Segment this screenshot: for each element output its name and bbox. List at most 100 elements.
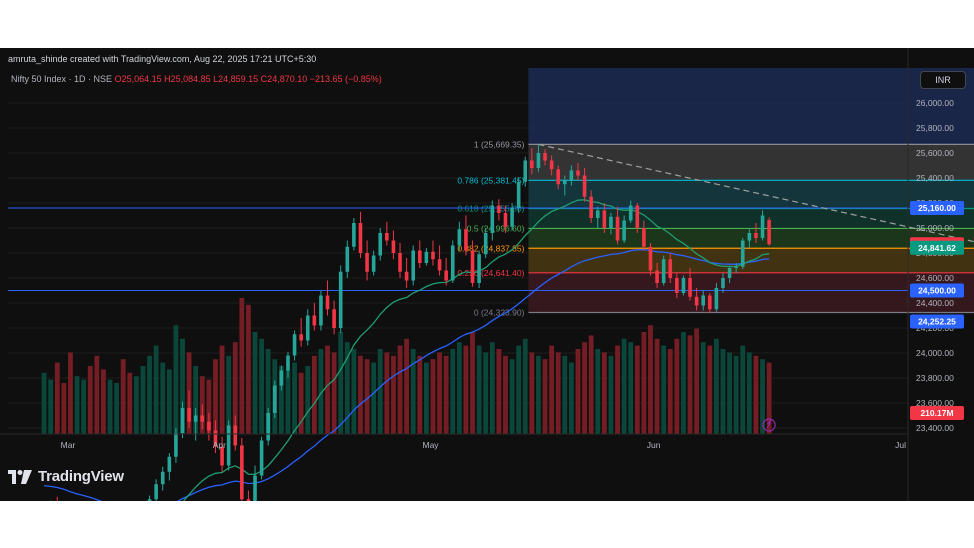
candle[interactable] — [253, 475, 257, 502]
candle[interactable] — [266, 413, 270, 441]
candle[interactable] — [385, 233, 389, 241]
candle[interactable] — [174, 433, 178, 457]
candle[interactable] — [675, 278, 679, 293]
candle[interactable] — [536, 153, 541, 168]
candle[interactable] — [352, 223, 356, 247]
candle[interactable] — [286, 355, 290, 371]
candle[interactable] — [240, 445, 244, 500]
candle[interactable] — [365, 253, 369, 272]
candle[interactable] — [754, 233, 758, 238]
candle[interactable] — [444, 270, 448, 281]
candle[interactable] — [602, 210, 607, 229]
candle[interactable] — [767, 219, 771, 245]
candle[interactable] — [160, 471, 165, 485]
candle[interactable] — [437, 259, 442, 271]
candle[interactable] — [457, 229, 462, 246]
candle[interactable] — [628, 205, 633, 221]
candle[interactable] — [595, 210, 600, 219]
candle[interactable] — [200, 415, 205, 422]
candle[interactable] — [391, 240, 396, 254]
candle[interactable] — [576, 170, 580, 176]
candle[interactable] — [450, 245, 455, 281]
candle[interactable] — [233, 425, 238, 446]
candle[interactable] — [668, 259, 673, 278]
candle[interactable] — [543, 153, 547, 161]
candle[interactable] — [187, 408, 191, 422]
candle[interactable] — [490, 205, 495, 234]
tradingview-brand[interactable]: TradingView — [8, 468, 124, 485]
candle[interactable] — [464, 229, 468, 251]
candle[interactable] — [622, 220, 626, 241]
candle[interactable] — [615, 216, 620, 241]
moving-average-short[interactable] — [44, 199, 770, 501]
candle[interactable] — [167, 456, 172, 472]
candle[interactable] — [760, 215, 765, 239]
candle[interactable] — [510, 208, 514, 227]
candle[interactable] — [470, 250, 475, 284]
candle[interactable] — [332, 309, 336, 328]
candle[interactable] — [589, 196, 593, 218]
candle[interactable] — [740, 240, 745, 267]
candle[interactable] — [207, 421, 211, 431]
candle[interactable] — [642, 228, 646, 247]
candle[interactable] — [398, 253, 402, 272]
currency-button[interactable]: INR — [920, 71, 966, 89]
event-marker-icon[interactable] — [762, 418, 776, 432]
candle[interactable] — [154, 484, 158, 500]
candle[interactable] — [411, 250, 416, 281]
candle[interactable] — [299, 334, 303, 341]
trend-line[interactable] — [538, 143, 974, 315]
candle[interactable] — [312, 315, 317, 326]
candle[interactable] — [609, 216, 613, 228]
candle[interactable] — [305, 315, 310, 341]
candle[interactable] — [694, 296, 699, 306]
candle[interactable] — [226, 425, 231, 466]
candle[interactable] — [681, 278, 686, 293]
candle[interactable] — [147, 499, 152, 501]
candle[interactable] — [220, 446, 224, 466]
candle[interactable] — [556, 169, 561, 185]
candle[interactable] — [292, 334, 297, 356]
candle[interactable] — [259, 440, 264, 476]
candle[interactable] — [272, 385, 277, 414]
candle[interactable] — [378, 233, 383, 256]
candle[interactable] — [497, 205, 501, 214]
candle[interactable] — [714, 288, 719, 310]
candle[interactable] — [483, 233, 488, 255]
candle[interactable] — [721, 278, 725, 288]
candle[interactable] — [530, 160, 534, 169]
candle[interactable] — [193, 415, 198, 422]
candle[interactable] — [523, 160, 528, 182]
candle[interactable] — [325, 295, 330, 310]
candle[interactable] — [563, 180, 567, 185]
candle[interactable] — [727, 268, 732, 278]
candle[interactable] — [503, 213, 508, 227]
candle[interactable] — [477, 254, 481, 283]
candle[interactable] — [648, 246, 653, 271]
candle[interactable] — [708, 295, 712, 310]
moving-average-long[interactable] — [44, 249, 770, 501]
candle[interactable] — [701, 295, 706, 306]
candle[interactable] — [338, 271, 343, 328]
candle[interactable] — [319, 295, 323, 326]
candle[interactable] — [655, 270, 659, 284]
candle[interactable] — [688, 278, 692, 297]
candle[interactable] — [734, 266, 738, 268]
candle[interactable] — [569, 170, 574, 181]
candle[interactable] — [431, 251, 435, 260]
candle[interactable] — [747, 233, 752, 241]
candle[interactable] — [661, 259, 666, 283]
candle[interactable] — [516, 181, 521, 208]
price-chart[interactable]: 1 (25,669.35)0.786 (25,381.45)0.618 (25,… — [0, 48, 974, 501]
candle[interactable] — [180, 408, 185, 433]
candle[interactable] — [424, 251, 429, 263]
candle[interactable] — [279, 370, 284, 386]
candle[interactable] — [635, 205, 640, 229]
candle[interactable] — [213, 430, 218, 447]
candle[interactable] — [417, 250, 422, 264]
candle[interactable] — [345, 246, 350, 272]
candle[interactable] — [358, 223, 363, 253]
candle[interactable] — [371, 255, 376, 272]
candle[interactable] — [582, 175, 587, 197]
candle[interactable] — [246, 499, 251, 501]
